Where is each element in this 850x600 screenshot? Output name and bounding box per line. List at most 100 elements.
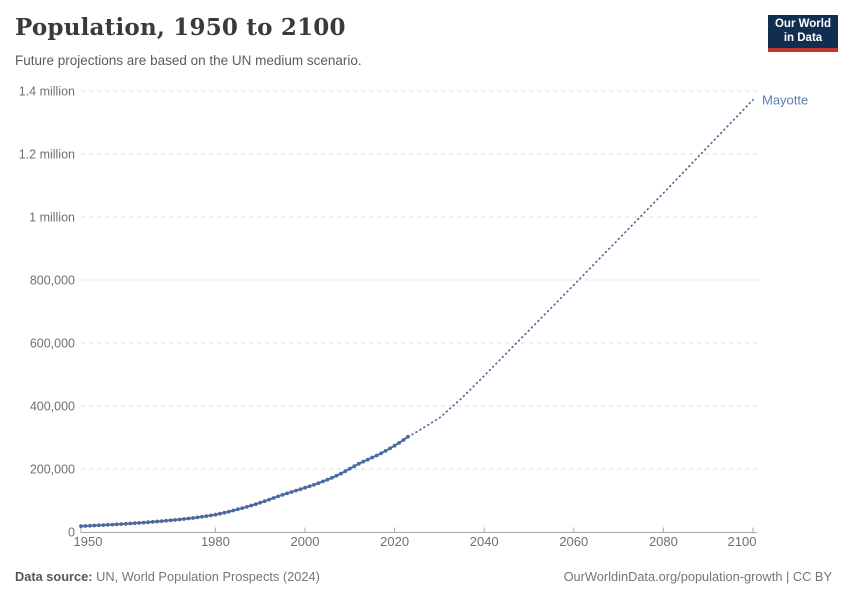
data-point-marker[interactable]	[321, 479, 325, 484]
data-point-marker[interactable]	[343, 469, 348, 474]
owid-logo[interactable]: Our World in Data	[768, 15, 838, 52]
data-point-marker[interactable]	[338, 471, 343, 476]
data-point-marker[interactable]	[83, 524, 88, 528]
data-point-marker[interactable]	[370, 455, 375, 460]
data-point-marker[interactable]	[200, 514, 204, 519]
data-point-marker[interactable]	[397, 441, 401, 445]
data-source-label: Data source:	[15, 569, 93, 584]
data-point-marker[interactable]	[325, 477, 330, 482]
data-point-marker[interactable]	[155, 519, 160, 524]
data-point-marker[interactable]	[379, 451, 384, 456]
data-point-marker[interactable]	[119, 522, 124, 526]
data-point-marker[interactable]	[356, 461, 361, 466]
data-point-marker[interactable]	[97, 523, 101, 528]
data-point-marker[interactable]	[226, 509, 231, 514]
y-axis-tick-label: 200,000	[30, 463, 75, 477]
data-point-marker[interactable]	[294, 488, 298, 493]
x-axis-tick-label: 2020	[380, 534, 409, 549]
data-point-marker[interactable]	[164, 518, 169, 523]
data-point-marker[interactable]	[262, 499, 267, 504]
data-point-marker[interactable]	[347, 466, 352, 471]
chart-subtitle: Future projections are based on the UN m…	[15, 53, 362, 68]
data-point-marker[interactable]	[289, 490, 294, 494]
data-point-marker[interactable]	[123, 521, 128, 526]
data-point-marker[interactable]	[132, 521, 137, 526]
credit-link[interactable]: OurWorldinData.org/population-growth | C…	[563, 569, 832, 584]
data-point-marker[interactable]	[253, 502, 258, 507]
data-point-marker[interactable]	[361, 459, 366, 464]
data-point-marker[interactable]	[280, 492, 285, 497]
data-point-marker[interactable]	[177, 517, 182, 522]
data-point-marker[interactable]	[209, 513, 213, 518]
data-point-marker[interactable]	[101, 523, 106, 527]
data-point-marker[interactable]	[222, 510, 227, 515]
owid-logo-line1: Our World	[774, 18, 831, 30]
data-point-marker[interactable]	[276, 494, 280, 499]
data-point-marker[interactable]	[374, 453, 379, 458]
page-title: Population, 1950 to 2100	[15, 14, 346, 41]
data-point-marker[interactable]	[173, 518, 178, 522]
series-label-mayotte[interactable]: Mayotte	[762, 92, 808, 107]
data-point-marker[interactable]	[267, 497, 272, 502]
data-point-marker[interactable]	[334, 473, 339, 478]
data-point-marker[interactable]	[168, 518, 173, 523]
series-line-projection[interactable]	[407, 98, 754, 438]
y-axis-tick-label: 0	[68, 526, 75, 540]
data-point-marker[interactable]	[128, 521, 133, 526]
data-point-marker[interactable]	[150, 520, 155, 524]
data-point-marker[interactable]	[191, 516, 195, 520]
data-point-marker[interactable]	[258, 500, 263, 505]
data-point-marker[interactable]	[271, 496, 276, 500]
data-point-marker[interactable]	[365, 457, 370, 462]
x-axis-tick-label: 1980	[201, 534, 230, 549]
data-point-marker[interactable]	[213, 512, 218, 517]
data-point-marker[interactable]	[195, 515, 200, 520]
data-point-marker[interactable]	[79, 524, 83, 529]
data-point-marker[interactable]	[146, 520, 151, 525]
data-point-marker[interactable]	[316, 481, 321, 486]
data-source: Data source: UN, World Population Prospe…	[15, 569, 320, 584]
y-axis-tick-label: 600,000	[30, 337, 75, 351]
y-axis-tick-label: 800,000	[30, 274, 75, 288]
data-point-marker[interactable]	[114, 522, 119, 527]
x-axis-tick-label: 2080	[649, 534, 678, 549]
data-point-marker[interactable]	[285, 491, 289, 496]
data-point-marker[interactable]	[204, 514, 209, 518]
x-axis-tick-label: 2060	[559, 534, 588, 549]
data-point-marker[interactable]	[137, 521, 142, 525]
data-point-marker[interactable]	[186, 516, 191, 521]
data-source-text: UN, World Population Prospects (2024)	[96, 569, 320, 584]
owid-logo-line2: in Data	[783, 31, 823, 44]
x-axis-tick-label: 1950	[74, 534, 103, 549]
data-point-marker[interactable]	[312, 482, 316, 487]
series-line-observed[interactable]	[80, 435, 409, 528]
data-point-marker[interactable]	[401, 438, 406, 442]
data-point-marker[interactable]	[240, 506, 245, 510]
data-point-marker[interactable]	[392, 443, 397, 448]
data-point-marker[interactable]	[159, 519, 164, 523]
data-point-marker[interactable]	[88, 523, 92, 528]
data-point-marker[interactable]	[352, 464, 357, 469]
x-axis-tick-label: 2040	[470, 534, 499, 549]
data-point-marker[interactable]	[235, 507, 240, 512]
data-point-marker[interactable]	[92, 523, 97, 528]
data-point-marker[interactable]	[298, 487, 303, 492]
data-point-marker[interactable]	[307, 484, 312, 489]
data-point-marker[interactable]	[182, 517, 186, 521]
data-point-marker[interactable]	[141, 520, 146, 525]
data-point-marker[interactable]	[383, 449, 388, 453]
data-point-marker[interactable]	[249, 503, 254, 508]
data-point-marker[interactable]	[388, 446, 392, 451]
data-point-marker[interactable]	[110, 522, 115, 527]
chart-footer: Data source: UN, World Population Prospe…	[15, 569, 832, 584]
data-point-marker[interactable]	[106, 522, 110, 527]
data-point-marker[interactable]	[231, 508, 236, 513]
data-point-marker[interactable]	[218, 511, 222, 516]
data-point-marker[interactable]	[303, 485, 307, 490]
data-point-marker[interactable]	[244, 505, 249, 509]
x-axis-tick-label: 2100	[728, 534, 757, 549]
x-axis-tick-label: 2000	[291, 534, 320, 549]
data-point-marker[interactable]	[330, 475, 334, 480]
